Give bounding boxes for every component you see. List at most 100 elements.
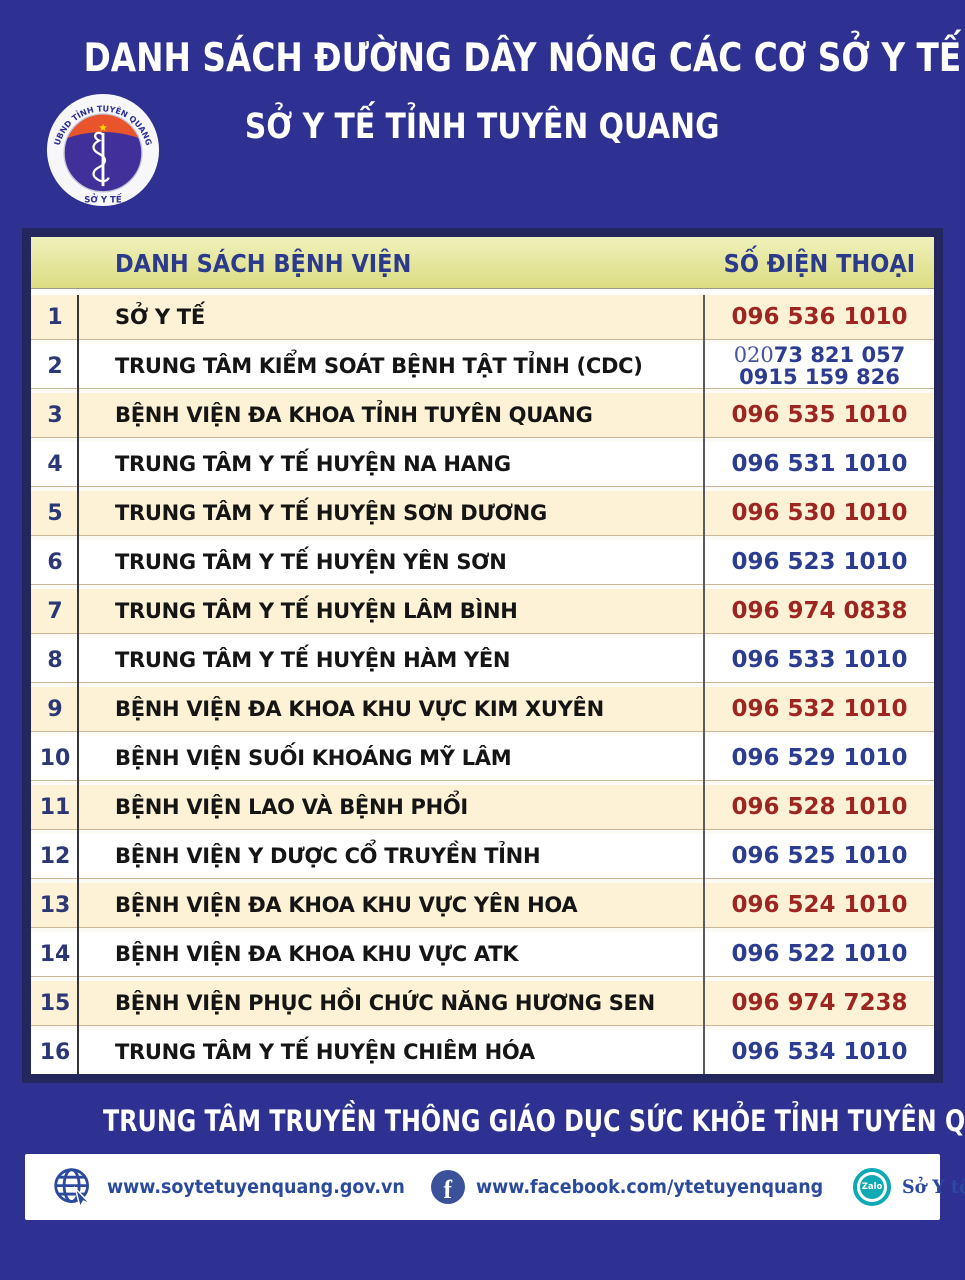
phone-number: 096 522 1010 <box>731 940 908 967</box>
zalo-contact[interactable]: Zalo Sở Y tế Tuyên Quang <box>853 1168 965 1206</box>
phone-cell: 096 525 1010 <box>705 834 934 878</box>
poster-subtitle-text: SỞ Y TẾ TỈNH TUYÊN QUANG <box>245 107 720 147</box>
facility-name: TRUNG TÂM Y TẾ HUYỆN NA HANG <box>115 452 511 476</box>
row-separator <box>31 731 934 736</box>
row-separator <box>31 682 934 687</box>
facility-name: BỆNH VIỆN ĐA KHOA KHU VỰC KIM XUYÊN <box>115 697 604 721</box>
facility-name: TRUNG TÂM Y TẾ HUYỆN SƠN DƯƠNG <box>115 501 547 525</box>
row-separator <box>31 633 934 638</box>
table-row: 11 BỆNH VIỆN LAO VÀ BỆNH PHỔI 096 528 1010 <box>31 785 934 829</box>
facility-name: BỆNH VIỆN Y DƯỢC CỔ TRUYỀN TỈNH <box>115 844 541 868</box>
phone-number: 096 529 1010 <box>731 744 908 771</box>
table-header-row: DANH SÁCH BỆNH VIỆN SỐ ĐIỆN THOẠI <box>31 237 934 295</box>
table-row: 13 BỆNH VIỆN ĐA KHOA KHU VỰC YÊN HOA 096 5… <box>31 883 934 927</box>
phone-cell: 096 974 0838 <box>705 589 934 633</box>
phone-cell: 096 530 1010 <box>705 491 934 535</box>
facility-name: BỆNH VIỆN ĐA KHOA TỈNH TUYÊN QUANG <box>115 403 593 427</box>
row-number: 10 <box>39 745 71 771</box>
phone-number: 096 523 1010 <box>731 548 908 575</box>
row-separator <box>31 535 934 540</box>
row-number: 11 <box>39 794 71 820</box>
phone-number: 096 531 1010 <box>731 450 908 477</box>
row-separator <box>31 339 934 344</box>
phone-number: 096 525 1010 <box>731 842 908 869</box>
website-link[interactable]: www.soytetuyenquang.gov.vn <box>51 1165 431 1210</box>
phone-cell: 02073 821 057 0915 159 826 <box>705 344 934 388</box>
table-row: 7 TRUNG TÂM Y TẾ HUYỆN LÂM BÌNH 096 974 08… <box>31 589 934 633</box>
facebook-url: www.facebook.com/ytetuyenquang <box>475 1176 823 1198</box>
facility-name: TRUNG TÂM Y TẾ HUYỆN CHIÊM HÓA <box>115 1040 535 1064</box>
facility-name: BỆNH VIỆN SUỐI KHOÁNG MỸ LÂM <box>115 746 512 770</box>
row-number: 4 <box>47 451 63 477</box>
poster-subtitle: SỞ Y TẾ TỈNH TUYÊN QUANG <box>0 107 965 147</box>
table-row: 2 TRUNG TÂM KIỂM SOÁT BỆNH TẬT TỈNH (CDC)… <box>31 344 934 388</box>
phone-cell: 096 536 1010 <box>705 295 934 339</box>
table-row: 9 BỆNH VIỆN ĐA KHOA KHU VỰC KIM XUYÊN 096 … <box>31 687 934 731</box>
phone-cell: 096 522 1010 <box>705 932 934 976</box>
poster-title-text: DANH SÁCH ĐƯỜNG DÂY NÓNG CÁC CƠ SỞ Y TẾ <box>83 36 962 81</box>
facility-name: TRUNG TÂM Y TẾ HUYỆN YÊN SƠN <box>115 550 507 574</box>
phone-cell: 096 531 1010 <box>705 442 934 486</box>
asclepius-snake-icon <box>92 131 110 183</box>
row-number: 12 <box>39 843 71 869</box>
table-row: 12 BỆNH VIỆN Y DƯỢC CỔ TRUYỀN TỈNH 096 525… <box>31 834 934 878</box>
facility-name: TRUNG TÂM KIỂM SOÁT BỆNH TẬT TỈNH (CDC) <box>115 354 643 378</box>
phone-cell: 096 533 1010 <box>705 638 934 682</box>
row-number: 9 <box>47 696 63 722</box>
facility-name: BỆNH VIỆN PHỤC HỒI CHỨC NĂNG HƯƠNG SEN <box>115 991 655 1015</box>
table-row: 6 TRUNG TÂM Y TẾ HUYỆN YÊN SƠN 096 523 101… <box>31 540 934 584</box>
website-url: www.soytetuyenquang.gov.vn <box>107 1176 405 1198</box>
facility-name: BỆNH VIỆN LAO VÀ BỆNH PHỔI <box>115 795 468 819</box>
row-separator <box>31 927 934 932</box>
table-row: 15 BỆNH VIỆN PHỤC HỒI CHỨC NĂNG HƯƠNG SEN… <box>31 981 934 1025</box>
phone-number: 096 534 1010 <box>731 1038 908 1065</box>
table-row: 14 BỆNH VIỆN ĐA KHOA KHU VỰC ATK 096 522 1… <box>31 932 934 976</box>
row-number: 15 <box>39 990 71 1016</box>
logo-emblem-graphic: ★ UBND TỈNH TUYÊN QUANG SỞ Y TẾ <box>46 93 160 207</box>
facebook-link[interactable]: f www.facebook.com/ytetuyenquang <box>430 1170 853 1204</box>
phone-column-divider <box>703 295 705 1074</box>
column-header-phone: SỐ ĐIỆN THOẠI <box>723 248 916 278</box>
row-separator <box>31 878 934 883</box>
footer-title: TRUNG TÂM TRUYỀN THÔNG GIÁO DỤC SỨC KHỎE… <box>0 1100 965 1142</box>
table-row: 4 TRUNG TÂM Y TẾ HUYỆN NA HANG 096 531 101… <box>31 442 934 486</box>
contact-bar: www.soytetuyenquang.gov.vn f www.faceboo… <box>25 1154 965 1220</box>
zalo-account-name: Sở Y tế Tuyên Quang <box>902 1176 965 1198</box>
phone-number: 096 532 1010 <box>731 695 908 722</box>
phone-cell: 096 532 1010 <box>705 687 934 731</box>
phone-number: 096 974 0838 <box>731 597 908 624</box>
globe-cursor-icon <box>54 1167 91 1209</box>
row-number: 13 <box>39 892 71 918</box>
poster-title: DANH SÁCH ĐƯỜNG DÂY NÓNG CÁC CƠ SỞ Y TẾ <box>0 0 965 81</box>
table-row: 16 TRUNG TÂM Y TẾ HUYỆN CHIÊM HÓA 096 534 … <box>31 1030 934 1074</box>
phone-cell: 096 529 1010 <box>705 736 934 780</box>
row-number: 8 <box>47 647 63 673</box>
phone-cell: 096 535 1010 <box>705 393 934 437</box>
row-separator <box>31 388 934 393</box>
phone-number: 096 524 1010 <box>731 891 908 918</box>
phone-cell: 096 524 1010 <box>705 883 934 927</box>
row-number: 14 <box>39 941 71 967</box>
facility-name: TRUNG TÂM Y TẾ HUYỆN HÀM YÊN <box>115 648 511 672</box>
row-separator <box>31 976 934 981</box>
number-column-divider <box>77 295 79 1074</box>
row-separator <box>31 829 934 834</box>
table-row: 5 TRUNG TÂM Y TẾ HUYỆN SƠN DƯƠNG 096 530 1… <box>31 491 934 535</box>
logo-star-icon: ★ <box>98 122 107 134</box>
row-separator <box>31 780 934 785</box>
facility-name: SỞ Y TẾ <box>115 305 205 329</box>
phone-number: 096 535 1010 <box>731 401 908 428</box>
row-number: 5 <box>47 500 63 526</box>
column-header-facility: DANH SÁCH BỆNH VIỆN <box>115 248 412 278</box>
table-body: 1 SỞ Y TẾ 096 536 1010 2 TRUNG TÂM KIỂM SOÁT… <box>31 295 934 1074</box>
row-number: 1 <box>47 304 63 330</box>
row-separator <box>31 486 934 491</box>
phone-number: 0915 159 826 <box>739 365 900 389</box>
phone-cell: 096 528 1010 <box>705 785 934 829</box>
row-number: 3 <box>47 402 63 428</box>
phone-cell: 096 974 7238 <box>705 981 934 1025</box>
row-number: 2 <box>47 353 63 379</box>
facility-name: BỆNH VIỆN ĐA KHOA KHU VỰC YÊN HOA <box>115 893 578 917</box>
logo-caption: SỞ Y TẾ <box>84 192 122 205</box>
hotline-table: DANH SÁCH BỆNH VIỆN SỐ ĐIỆN THOẠI 1 SỞ Y … <box>22 228 943 1083</box>
